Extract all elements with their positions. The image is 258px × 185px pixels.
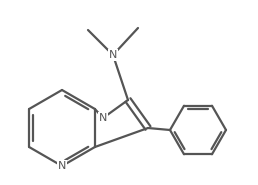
Text: N: N	[58, 161, 66, 171]
Text: N: N	[99, 113, 107, 123]
Text: N: N	[109, 50, 117, 60]
